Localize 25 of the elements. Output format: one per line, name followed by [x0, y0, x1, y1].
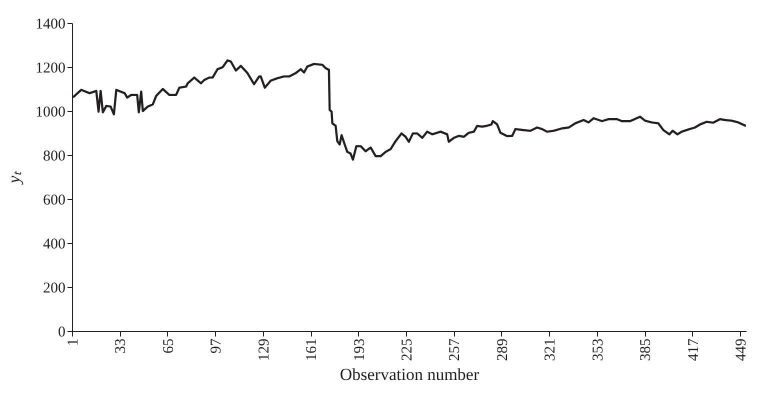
x-tick-label: 257	[447, 338, 464, 361]
x-axis-title: Observation number	[340, 365, 480, 384]
y-tick-label: 800	[43, 148, 66, 164]
x-tick-label: 129	[256, 338, 272, 361]
y-tick-label: 1400	[36, 16, 66, 32]
y-tick-label: 1000	[36, 104, 66, 120]
x-tick-label: 65	[160, 338, 177, 354]
y-tick-label: 600	[43, 192, 66, 208]
x-tick-label: 97	[208, 338, 225, 354]
x-tick-label: 289	[494, 338, 511, 361]
x-tick-label: 161	[304, 338, 320, 361]
x-tick-label: 1	[66, 338, 82, 346]
x-tick-label: 449	[734, 338, 750, 361]
y-tick-label: 400	[43, 236, 66, 252]
x-tick-label: 385	[638, 338, 654, 361]
y-tick-label: 200	[43, 280, 66, 296]
x-tick-label: 321	[542, 338, 559, 361]
x-tick-label: 33	[113, 338, 130, 354]
x-tick-label: 193	[352, 338, 368, 361]
x-tick-label: 225	[400, 338, 416, 361]
y-tick-label: 1200	[36, 60, 66, 76]
x-tick-label: 417	[686, 338, 702, 361]
x-tick-label: 353	[590, 338, 606, 361]
y-axis-title: yₜ	[4, 170, 24, 186]
y-tick-label: 0	[58, 324, 66, 340]
